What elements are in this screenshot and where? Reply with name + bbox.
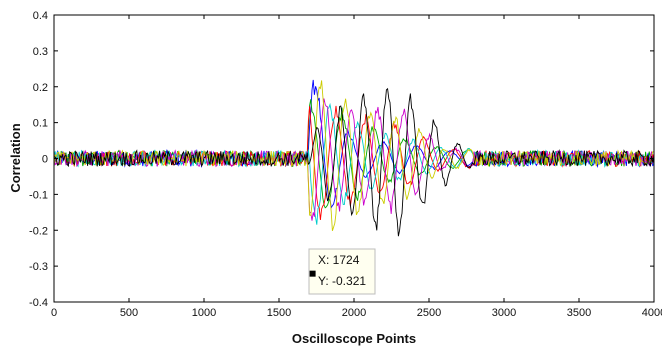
datatip[interactable]: X: 1724 Y: -0.321 bbox=[308, 248, 376, 295]
x-tick-label-8: 4000 bbox=[642, 307, 662, 319]
datatip-x-text: X: 1724 bbox=[318, 253, 360, 267]
x-tick-label-4: 2000 bbox=[342, 307, 366, 319]
y-tick-label-0: -0.4 bbox=[29, 297, 48, 309]
series-line-6 bbox=[53, 80, 655, 232]
y-tick-label-5: 0.1 bbox=[33, 118, 48, 130]
x-tick-label-1: 500 bbox=[120, 307, 138, 319]
y-tick-label-8: 0.4 bbox=[33, 10, 48, 22]
x-tick-label-0: 0 bbox=[51, 307, 57, 319]
x-tick-label-7: 3500 bbox=[567, 307, 591, 319]
x-tick-label-2: 1000 bbox=[192, 307, 216, 319]
y-tick-label-3: -0.1 bbox=[29, 189, 48, 201]
y-tick-label-6: 0.2 bbox=[33, 82, 48, 94]
ticks-layer: 0 500 1000 1500 2000 2500 3000 3500 4000 -0.4 -0.3… bbox=[29, 10, 662, 319]
x-tick-label-3: 1500 bbox=[267, 307, 291, 319]
datatip-y-text: Y: -0.321 bbox=[318, 274, 366, 288]
datatip-box bbox=[308, 248, 376, 295]
datatip-marker bbox=[309, 270, 316, 277]
y-tick-label-1: -0.3 bbox=[29, 261, 48, 273]
x-tick-label-5: 2500 bbox=[417, 307, 441, 319]
x-axis-title: Oscilloscope Points bbox=[292, 331, 416, 346]
y-tick-label-4: 0 bbox=[42, 154, 48, 166]
y-tick-label-7: 0.3 bbox=[33, 46, 48, 58]
y-tick-label-2: -0.2 bbox=[29, 225, 48, 237]
y-axis-title: Correlation bbox=[8, 123, 23, 192]
x-tick-label-6: 3000 bbox=[492, 307, 516, 319]
series-line-7 bbox=[53, 87, 655, 237]
series-layer bbox=[53, 79, 655, 237]
